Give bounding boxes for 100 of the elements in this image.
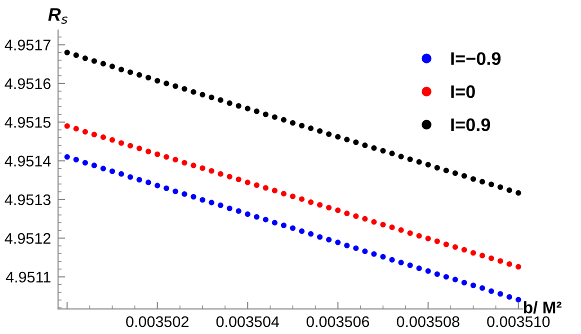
point: [128, 174, 134, 180]
point: [128, 142, 134, 148]
point: [118, 66, 124, 72]
point: [164, 154, 170, 160]
point: [262, 185, 268, 191]
point: [299, 122, 305, 128]
point: [335, 208, 341, 214]
legend-label: I=−0.9: [451, 52, 501, 65]
point: [290, 225, 296, 231]
point: [272, 220, 278, 226]
point: [280, 117, 287, 123]
point: [64, 123, 70, 129]
point: [64, 154, 70, 160]
point: [389, 257, 395, 263]
point: [389, 224, 395, 230]
point: [407, 230, 413, 236]
point: [136, 176, 142, 183]
point: [362, 142, 368, 148]
point: [244, 211, 250, 217]
point: [498, 291, 504, 297]
x-tick-label: 0.003506: [306, 316, 370, 328]
point: [236, 103, 242, 109]
point: [154, 151, 160, 158]
point: [73, 126, 79, 132]
point: [434, 164, 440, 171]
point: [516, 264, 522, 270]
point: [506, 294, 512, 300]
point: [91, 58, 97, 64]
point: [146, 180, 152, 186]
point: [73, 156, 79, 162]
point: [416, 159, 422, 165]
point: [380, 254, 386, 260]
point: [82, 56, 88, 62]
x-tick-label: 0.003508: [396, 316, 460, 328]
point: [335, 240, 341, 246]
point: [73, 52, 79, 58]
point: [146, 148, 152, 154]
point: [236, 176, 242, 182]
point: [254, 182, 260, 188]
point: [425, 268, 431, 274]
point: [416, 266, 422, 272]
point: [236, 208, 242, 214]
point: [317, 202, 323, 208]
point: [164, 185, 170, 192]
point: [416, 233, 422, 239]
point: [244, 180, 250, 186]
point: [118, 171, 124, 177]
point: [516, 190, 522, 196]
point: [398, 227, 404, 233]
point: [516, 296, 522, 302]
point: [326, 204, 332, 210]
point: [172, 156, 178, 162]
point: [308, 231, 314, 237]
point: [380, 222, 386, 228]
point: [425, 236, 431, 242]
point: [470, 176, 476, 182]
point: [109, 168, 116, 174]
point: [208, 94, 214, 100]
point: [190, 194, 196, 200]
point: [208, 168, 214, 174]
point: [461, 246, 468, 253]
legend-label: I=0.9: [451, 118, 490, 132]
point: [128, 69, 134, 75]
point: [154, 78, 160, 84]
point: [434, 271, 440, 277]
point: [407, 156, 413, 162]
point: [226, 174, 232, 180]
point: [254, 214, 260, 220]
point: [272, 188, 278, 194]
point: [172, 188, 178, 194]
point: [109, 137, 116, 143]
point: [254, 108, 260, 114]
point: [308, 126, 314, 132]
point: [353, 139, 359, 146]
point: [218, 202, 224, 208]
x-tick-label: 0.003510: [487, 316, 550, 328]
point: [488, 288, 494, 294]
point: [443, 168, 449, 174]
y-tick-label: 4.9517: [4, 40, 50, 50]
point: [280, 222, 287, 228]
point: [190, 162, 196, 168]
point: [443, 274, 449, 280]
point: [100, 60, 106, 66]
point: [154, 182, 160, 188]
point: [91, 162, 97, 168]
point: [118, 140, 124, 146]
y-tick-label: 4.9511: [6, 272, 50, 283]
point: [335, 134, 341, 140]
point: [82, 129, 88, 135]
point: [362, 216, 368, 222]
point: [200, 165, 206, 171]
point: [389, 150, 395, 156]
point: [182, 191, 188, 197]
point: [452, 276, 458, 282]
point: [244, 106, 250, 112]
point: [425, 162, 431, 168]
point: [91, 132, 97, 138]
point: [146, 74, 152, 80]
x-axis-title: b/ M²: [524, 301, 562, 314]
point: [488, 256, 494, 262]
